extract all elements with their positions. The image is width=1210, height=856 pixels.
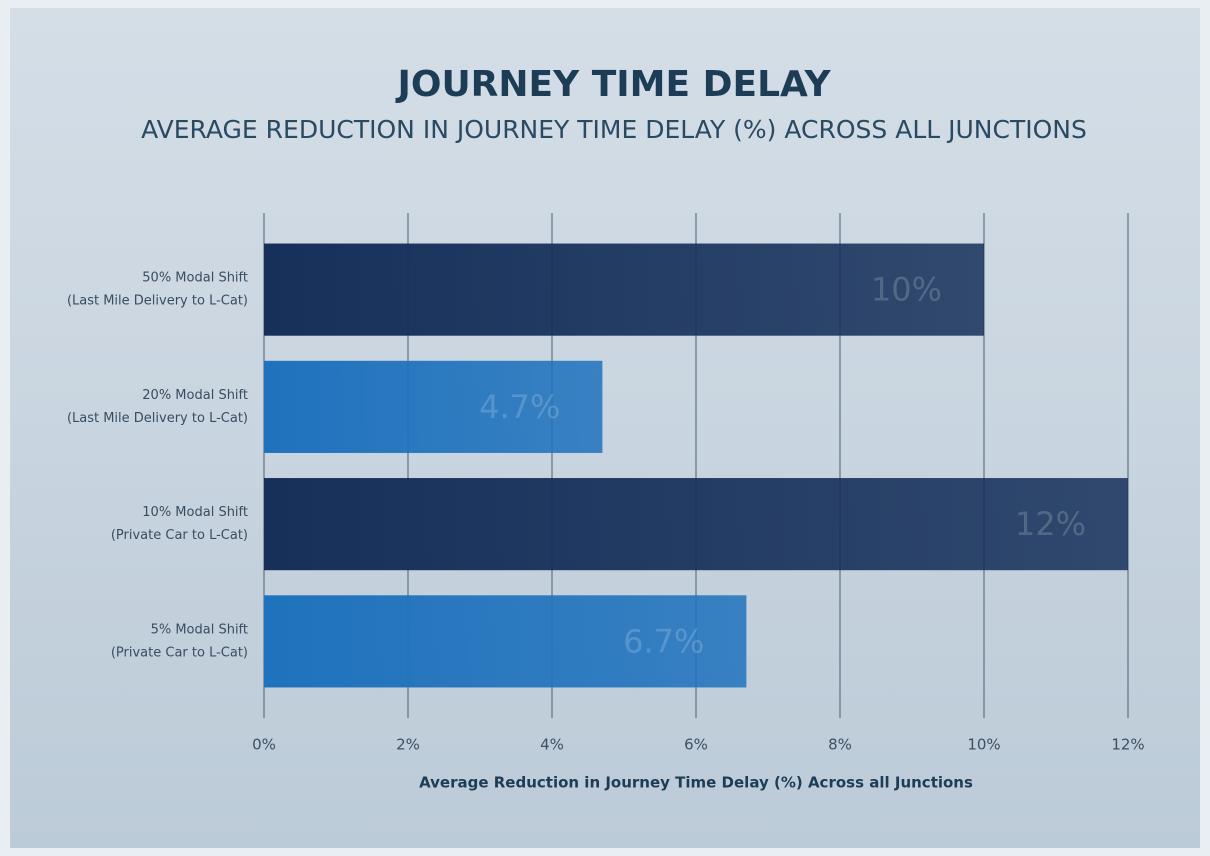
y-tick-label: (Private Car to L-Cat) [111,645,248,660]
x-axis-label: Average Reduction in Journey Time Delay … [419,774,973,792]
y-tick-label: 50% Modal Shift [142,271,248,286]
y-tick-label: (Private Car to L-Cat) [111,528,248,543]
panel [10,8,1200,848]
x-tick-label: 12% [1111,736,1144,754]
bar [264,243,984,336]
data-label: 4.7% [479,388,560,426]
x-tick-label: 4% [540,736,564,754]
data-label: 10% [871,271,942,309]
data-label: 12% [1015,505,1086,543]
y-tick-label: (Last Mile Delivery to L-Cat) [67,294,248,309]
data-label: 6.7% [623,622,704,660]
y-tick-label: (Last Mile Delivery to L-Cat) [67,411,248,426]
y-tick-label: 10% Modal Shift [142,505,248,520]
y-tick-label: 5% Modal Shift [151,622,248,637]
chart-title: JOURNEY TIME DELAY [394,64,831,105]
bar [264,595,747,688]
x-tick-label: 2% [396,736,420,754]
x-tick-label: 10% [967,736,1000,754]
x-tick-label: 0% [252,736,276,754]
chart-subtitle: AVERAGE REDUCTION IN JOURNEY TIME DELAY … [141,115,1087,144]
x-tick-label: 6% [684,736,708,754]
bar [264,478,1128,571]
y-tick-label: 20% Modal Shift [142,388,248,403]
x-tick-label: 8% [828,736,852,754]
bar [264,360,603,453]
